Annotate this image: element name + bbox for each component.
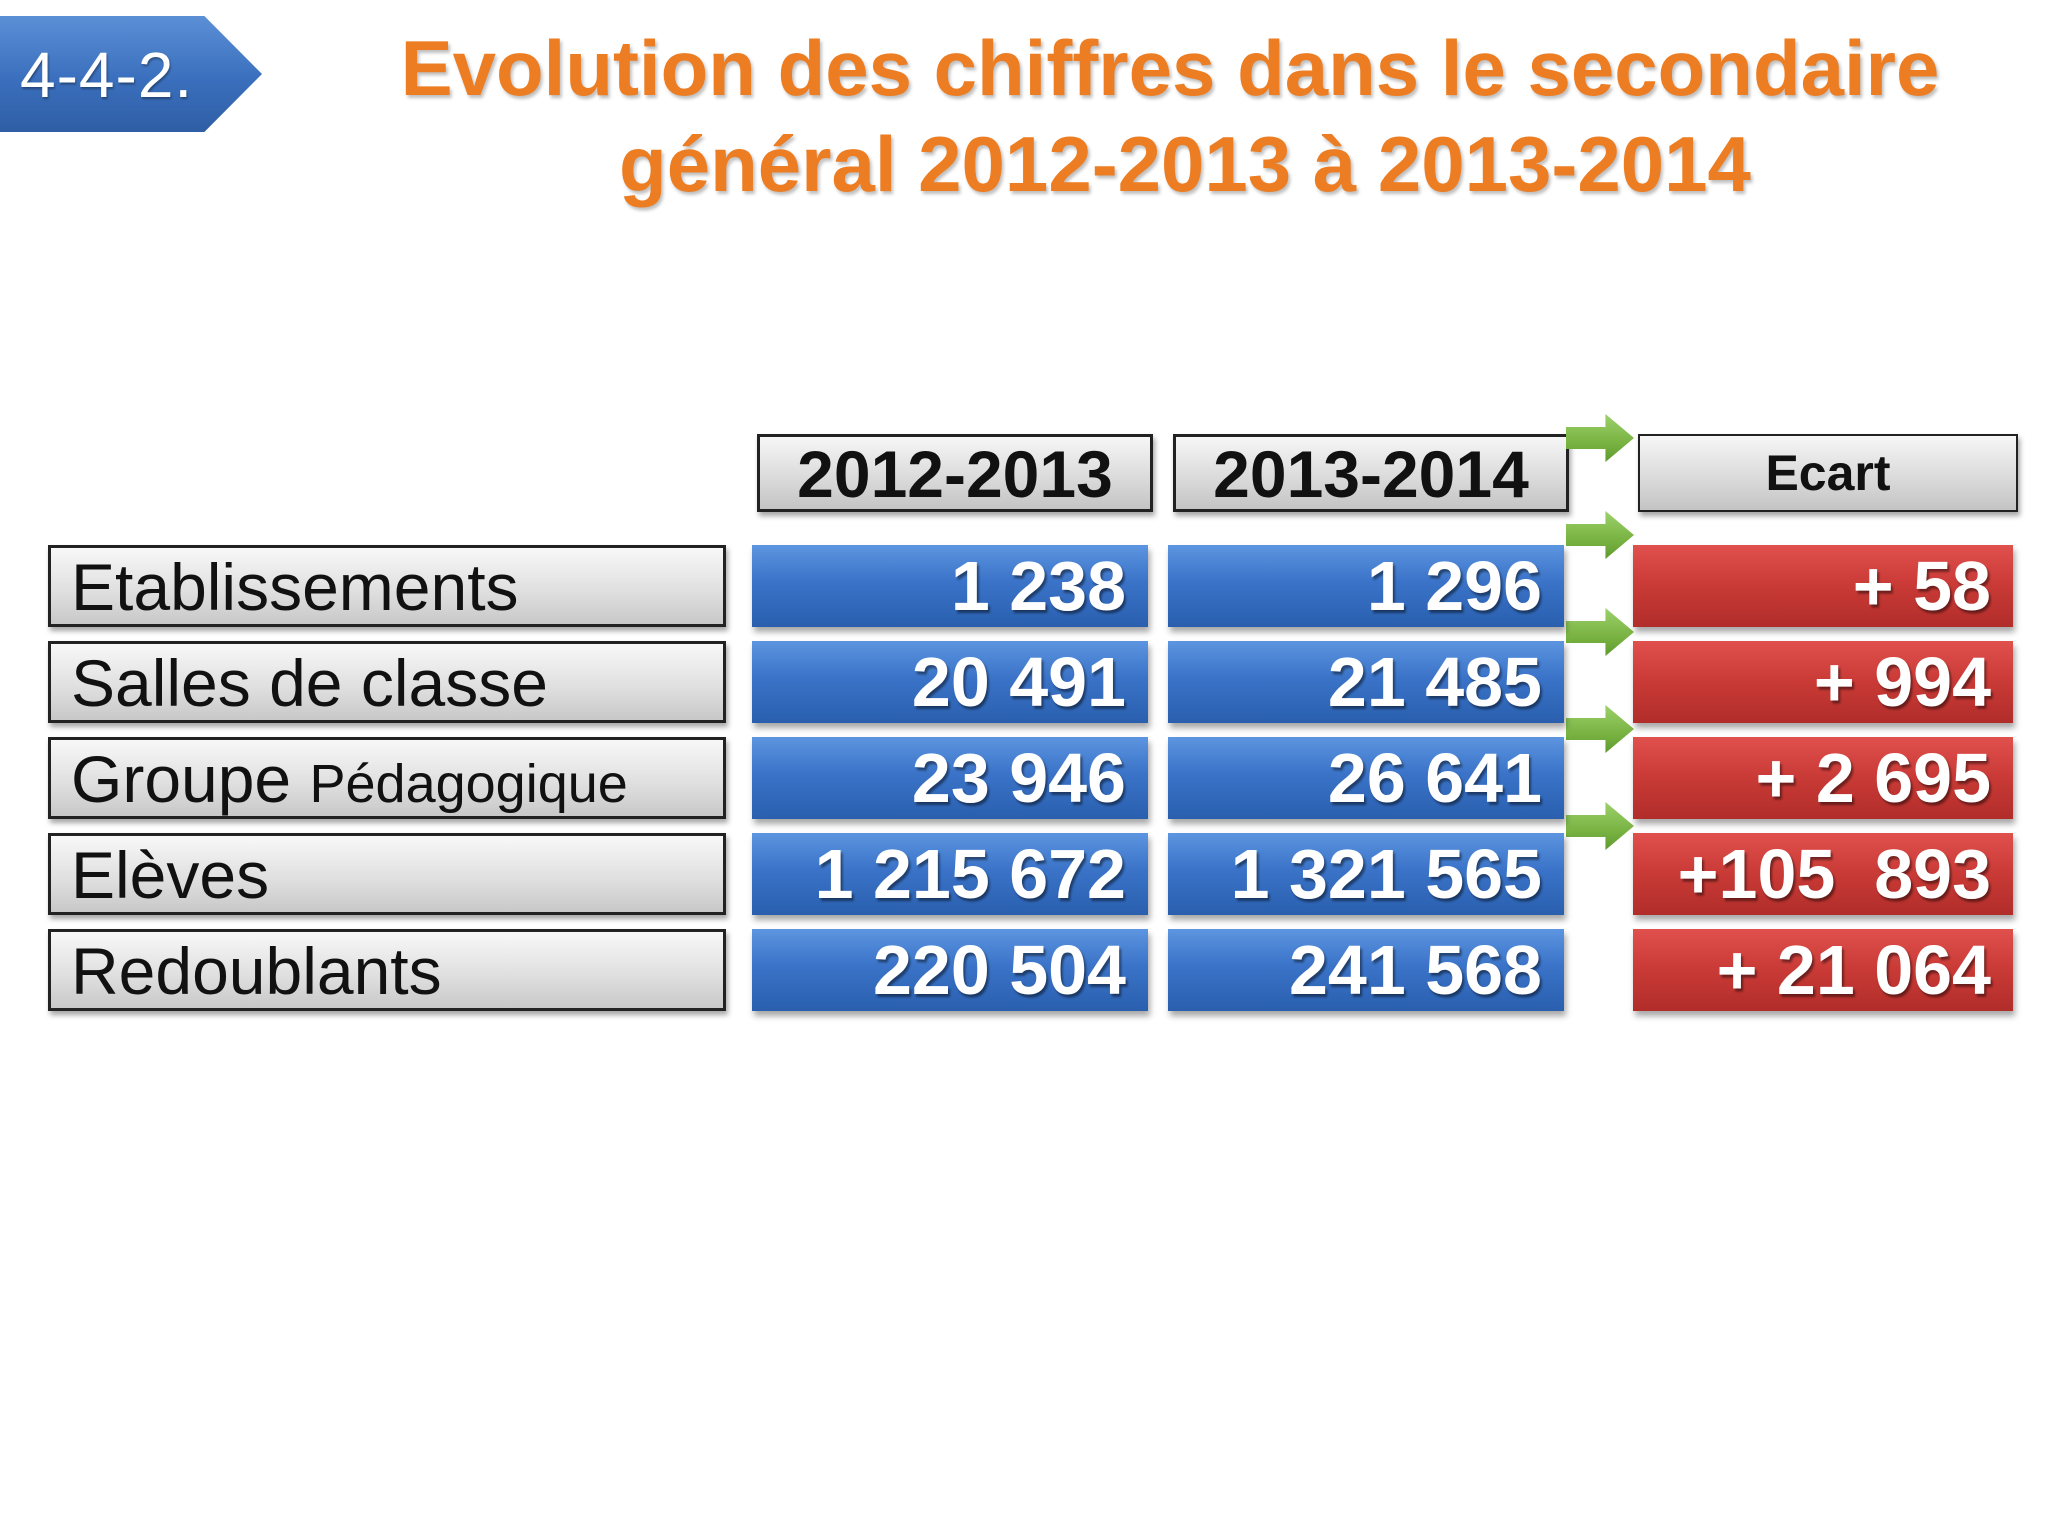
ecart-cell: + 994 xyxy=(1633,641,2013,723)
value-cell-2012-2013: 220 504 xyxy=(752,929,1148,1011)
arrow-right-icon xyxy=(1566,511,1634,559)
value-cell-2013-2014: 241 568 xyxy=(1168,929,1564,1011)
value-cell-2012-2013: 20 491 xyxy=(752,641,1148,723)
value-cell-2013-2014: 21 485 xyxy=(1168,641,1564,723)
column-header-ecart: Ecart xyxy=(1638,434,2018,512)
column-header-2013-2014: 2013-2014 xyxy=(1173,434,1569,512)
row-label-etablissements: Etablissements xyxy=(48,545,726,627)
ecart-cell: + 21 064 xyxy=(1633,929,2013,1011)
value-cell-2012-2013: 1 238 xyxy=(752,545,1148,627)
value-cell-2013-2014: 1 321 565 xyxy=(1168,833,1564,915)
arrow-right-icon xyxy=(1566,705,1634,753)
value-cell-2012-2013: 23 946 xyxy=(752,737,1148,819)
title-line-1: Evolution des chiffres dans le secondair… xyxy=(400,24,1940,112)
ecart-cell: + 2 695 xyxy=(1633,737,2013,819)
row-label-text: Etablissements xyxy=(71,550,519,624)
title-line-2: général 2012-2013 à 2013-2014 xyxy=(619,120,1751,208)
page-title: Evolution des chiffres dans le secondair… xyxy=(300,20,2040,212)
row-label-text: Redoublants xyxy=(71,934,442,1008)
ecart-cell: +105 893 xyxy=(1633,833,2013,915)
value-cell-2013-2014: 26 641 xyxy=(1168,737,1564,819)
value-cell-2013-2014: 1 296 xyxy=(1168,545,1564,627)
column-header-2012-2013: 2012-2013 xyxy=(757,434,1153,512)
row-label-text: Groupe xyxy=(71,742,310,816)
row-label-eleves: Elèves xyxy=(48,833,726,915)
row-label-salles-de-classe: Salles de classe xyxy=(48,641,726,723)
arrow-right-icon xyxy=(1566,802,1634,850)
section-badge: 4-4-2. xyxy=(0,16,262,132)
arrow-right-icon xyxy=(1566,414,1634,462)
section-number: 4-4-2. xyxy=(20,39,194,111)
row-label-redoublants: Redoublants xyxy=(48,929,726,1011)
row-label-text: Salles de classe xyxy=(71,646,548,720)
value-cell-2012-2013: 1 215 672 xyxy=(752,833,1148,915)
arrow-right-icon xyxy=(1566,608,1634,656)
row-label-small: Pédagogique xyxy=(309,754,628,814)
row-label-text: Elèves xyxy=(71,838,270,912)
ecart-cell: + 58 xyxy=(1633,545,2013,627)
row-label-groupe-pedagogique: Groupe Pédagogique xyxy=(48,737,726,819)
